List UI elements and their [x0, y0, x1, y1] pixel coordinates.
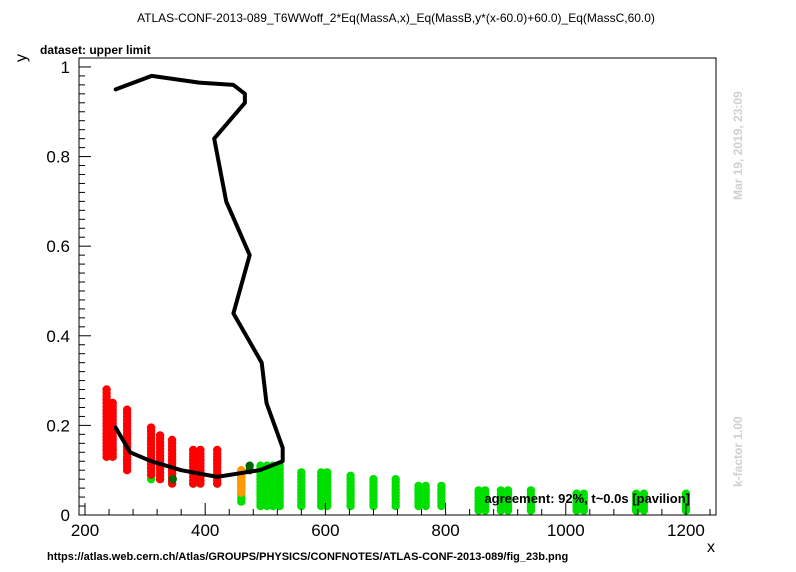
chart-title: ATLAS-CONF-2013-089_T6WWoff_2*Eq(MassA,x… [137, 11, 655, 25]
y-tick-label: 0.2 [46, 416, 70, 435]
excluded-point [167, 435, 177, 445]
excluded-column [196, 445, 205, 488]
allowed-point [297, 468, 306, 477]
allowed-point [681, 489, 691, 498]
allowed-point [474, 486, 483, 495]
allowed-point [346, 471, 355, 480]
excluded-column [102, 385, 111, 461]
excluded-point [196, 445, 205, 455]
excluded-column [146, 423, 156, 479]
excluded-point [102, 385, 111, 394]
allowed-point [369, 475, 378, 484]
allowed-point [572, 489, 581, 498]
excluded-column [108, 398, 117, 461]
allowed-column [369, 475, 378, 511]
allowed-column [421, 481, 430, 511]
allowed-column [414, 481, 423, 511]
excluded-column [155, 431, 165, 484]
exclusion-contour-line [113, 73, 285, 479]
allowed-point [323, 468, 332, 477]
allowed-point [391, 475, 400, 484]
allowed-column [268, 461, 278, 511]
allowed-column [496, 486, 506, 515]
excluded-point [213, 445, 222, 455]
y-axis-title: y [13, 54, 30, 62]
x-tick-label: 400 [191, 521, 219, 540]
y-tick-label: 0 [61, 506, 70, 525]
allowed-point [526, 486, 536, 495]
allowed-column [503, 486, 513, 515]
allowed-column [681, 489, 691, 515]
x-tick-label: 800 [431, 521, 459, 540]
excluded-point [189, 445, 198, 455]
excluded-point [108, 398, 117, 408]
chart-subtitle: dataset: upper limit [40, 43, 151, 57]
allowed-column [297, 468, 306, 511]
allowed-column [579, 489, 588, 515]
allowed-point [639, 489, 649, 498]
excluded-point [146, 423, 156, 432]
allowed-column [437, 481, 446, 511]
x-tick-label: 1200 [667, 521, 705, 540]
allowed-point [481, 486, 490, 495]
allowed-column [346, 471, 355, 511]
allowed-column [481, 486, 490, 515]
allowed-column [572, 489, 581, 515]
allowed-point [496, 486, 506, 495]
allowed-column [256, 461, 265, 511]
x-tick-label: 1000 [547, 521, 585, 540]
allowed-point [421, 481, 430, 491]
excluded-point [155, 431, 165, 440]
allowed-point [503, 486, 513, 495]
y-tick-label: 0.6 [46, 237, 70, 256]
allowed-point [437, 481, 446, 491]
allowed-point [631, 489, 641, 498]
k-factor-label: k-factor 1.00 [731, 416, 745, 487]
mixed-point [237, 488, 246, 497]
x-tick-label: 200 [71, 521, 99, 540]
y-axis: 0 0.2 0.4 0.6 0.8 1 [46, 58, 91, 525]
allowed-column [275, 461, 284, 511]
x-axis-title: x [707, 539, 715, 556]
allowed-column [323, 468, 332, 511]
x-axis: 200 400 600 800 1000 1200 [71, 503, 711, 540]
plot-area [102, 73, 691, 515]
x-tick-label: 600 [311, 521, 339, 540]
dark-point [168, 474, 177, 484]
allowed-column [526, 486, 536, 515]
timestamp-label: Mar 19, 2019, 23:09 [731, 91, 745, 200]
allowed-point [414, 481, 423, 491]
footer-url: https://atlas.web.cern.ch/Atlas/GROUPS/P… [47, 551, 568, 563]
allowed-point [579, 489, 588, 498]
allowed-column [474, 486, 483, 515]
agreement-annotation: agreement: 92%, t~0.0s [pavilion] [484, 491, 690, 506]
allowed-column [639, 489, 649, 515]
excluded-point [122, 405, 132, 414]
excluded-column [213, 445, 222, 488]
y-tick-label: 1 [61, 58, 70, 77]
excluded-column [189, 445, 198, 488]
y-tick-label: 0.8 [46, 148, 70, 167]
allowed-column [391, 475, 400, 511]
y-tick-label: 0.4 [46, 327, 70, 346]
